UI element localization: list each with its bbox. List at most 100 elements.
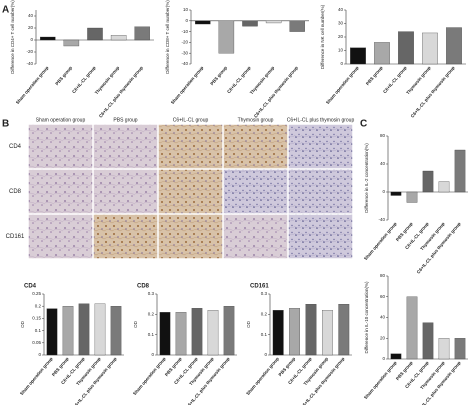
y-tick-label: 0.05 [32,340,41,345]
y-tick-label: 20 [28,25,34,30]
histology-image [93,169,158,214]
y-tick-label: 0 [382,356,385,361]
bar [207,310,219,356]
y-tick-label: 0 [382,189,385,194]
histology-image [223,124,288,169]
x-tick-label: Sham operation group [170,65,205,105]
x-tick-label: Thymosin group [94,65,121,95]
y-tick-label: 20 [338,34,344,39]
chart-title: CD8 [137,284,150,290]
x-tick-label: C6+IL-CL plus thymosin group [253,65,299,119]
bar [390,191,402,196]
x-tick-label: C6+IL-CL group [382,65,408,94]
histology-image [28,169,93,214]
bar [350,47,366,65]
x-tick-label: Thymosin group [405,65,432,95]
column-header: C6+IL-CL plus thymosin group [287,117,355,123]
image-grid: Sham operation group PBS group C6+IL-CL gr… [6,117,355,259]
panel-labels: A B C [2,5,367,130]
y-tick-label: 0.2 [35,303,42,308]
y-tick-label: 20 [380,335,386,340]
bar [305,304,317,356]
y-tick-label: 40 [338,7,344,12]
bar [338,304,350,356]
x-tick-label: PBS group [209,65,228,86]
y-tick-label: -40 [181,61,188,66]
bar [175,312,187,356]
y-tick-label: -10 [181,29,188,34]
y-tick-label: 0.15 [32,316,41,321]
chart: CD4 OD 0 0.05 0.1 0.15 0.2 0.25 Sham operation g… [19,284,124,405]
y-tick-label: 0.1 [35,328,42,333]
histology-image [223,214,288,259]
chart: Difference in IL-10 concentration(%) 0 20 4… [363,273,468,405]
column-header: PBS group [113,117,137,123]
row-label: CD161 [6,234,25,240]
y-tick-label: 0.2 [261,312,268,317]
bar [159,312,171,356]
chart: Difference in NK cell number(%) 0 10 20 30 40… [320,4,466,119]
y-tick-label: -20 [26,49,33,54]
y-tick-label: 40 [380,161,386,166]
histology-image [288,169,353,214]
y-tick-label: 0 [151,352,154,357]
bar [40,36,56,41]
x-tick-label: Sham operation group [363,360,398,400]
y-tick-label: 0.1 [261,332,268,337]
bar [134,26,150,41]
histology-image [158,214,223,259]
bar [422,32,438,65]
bar [454,338,466,360]
x-tick-label: C6+IL-CL group [226,65,252,94]
bar [422,170,434,193]
chart: Difference in CD8+ T cell number(%) -40 -3… [165,0,309,119]
x-tick-label: C6+IL-CL group [71,65,97,94]
bar [406,191,418,203]
x-tick-label: Sham operation group [132,356,167,396]
bar [242,20,258,27]
histology-image [93,124,158,169]
y-axis-label: OD [20,320,25,328]
bar [446,27,462,65]
y-tick-label: 0.3 [148,291,155,296]
y-tick-label: -30 [181,50,188,55]
y-tick-label: 0.25 [32,291,41,296]
bar [94,303,106,356]
bar [218,20,235,54]
histology-image [158,124,223,169]
y-tick-label: 0 [38,352,41,357]
bar [406,296,418,360]
y-tick-label: 80 [380,273,386,278]
chart-title: CD161 [250,284,269,290]
row-label: CD8 [9,189,22,195]
bar [322,310,333,356]
x-tick-label: Sham operation group [19,356,54,396]
y-tick-label: 0.1 [148,332,155,337]
y-tick-label: 0 [185,18,188,23]
bar [223,306,235,356]
bar [422,322,434,360]
y-axis-label: Difference in CD8+ T cell number(%) [165,0,170,74]
histology-image [288,214,353,259]
bar [78,303,90,356]
x-tick-label: Sham operation group [15,65,50,105]
y-tick-label: 10 [183,7,189,12]
y-axis-label: Difference in IL-2 concentration(%) [364,143,369,213]
bar [87,27,103,41]
histology-image [28,124,93,169]
x-tick-label: Sham operation group [245,356,280,396]
x-tick-label: Thymosin group [249,65,276,95]
x-tick-label: Sham operation group [325,65,360,105]
column-header: Thymosin group [238,117,274,123]
x-tick-label: Sham operation group [363,221,398,261]
bar [438,338,450,360]
panel-label: B [2,119,9,130]
bar [289,20,305,32]
bar [110,306,122,356]
y-tick-label: 0 [30,37,33,42]
y-axis-label: OD [246,320,251,328]
bar [438,181,450,193]
bar [62,306,74,356]
